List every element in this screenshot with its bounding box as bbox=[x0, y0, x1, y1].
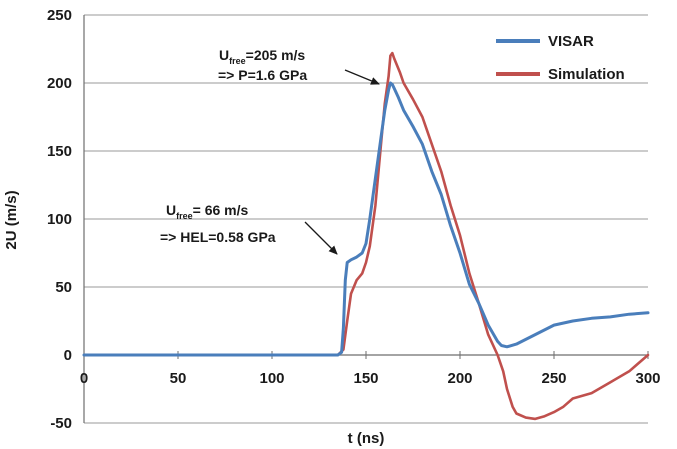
y-axis-title: 2U (m/s) bbox=[3, 190, 20, 249]
y-tick-label: 100 bbox=[47, 211, 72, 228]
y-tick-label: 200 bbox=[47, 75, 72, 92]
legend-label-visar: VISAR bbox=[548, 33, 594, 50]
annotation-peak-line2: => P=1.6 GPa bbox=[218, 67, 307, 83]
series-line-simulation bbox=[110, 51, 650, 421]
x-tick-label: 150 bbox=[353, 370, 378, 387]
annotation-peak: Ufree=205 m/s => P=1.6 GPa bbox=[218, 47, 380, 85]
annotation-peak-arrow bbox=[344, 69, 380, 85]
annotation-peak-line1: Ufree=205 m/s bbox=[219, 47, 305, 66]
annotation-hel-line2: => HEL=0.58 GPa bbox=[160, 229, 276, 245]
annotation-hel-arrow bbox=[304, 221, 338, 255]
legend: VISAR Simulation bbox=[496, 33, 625, 83]
y-tick-label: 150 bbox=[47, 143, 72, 160]
x-tick-label: 250 bbox=[541, 370, 566, 387]
x-tick-label: 0 bbox=[80, 370, 88, 387]
series-layer bbox=[82, 51, 650, 421]
gridlines bbox=[84, 14, 648, 424]
y-tick-label: 250 bbox=[47, 7, 72, 24]
annotation-hel: Ufree= 66 m/s => HEL=0.58 GPa bbox=[160, 202, 338, 255]
y-tick-label: 0 bbox=[64, 347, 72, 364]
x-tick-label: 300 bbox=[635, 370, 660, 387]
x-tick-label: 100 bbox=[259, 370, 284, 387]
annotation-hel-line1: Ufree= 66 m/s bbox=[166, 202, 249, 221]
y-tick-label: -50 bbox=[50, 415, 72, 432]
x-axis-title: t (ns) bbox=[348, 430, 385, 447]
x-tick-label: 50 bbox=[170, 370, 187, 387]
series-line-visar bbox=[82, 81, 650, 357]
y-tick-label: 50 bbox=[55, 279, 72, 296]
legend-label-simulation: Simulation bbox=[548, 66, 625, 83]
tick-labels: -50 0 50 100 150 200 250 0 50 100 150 200 250 300 bbox=[47, 7, 661, 432]
x-tick-label: 200 bbox=[447, 370, 472, 387]
